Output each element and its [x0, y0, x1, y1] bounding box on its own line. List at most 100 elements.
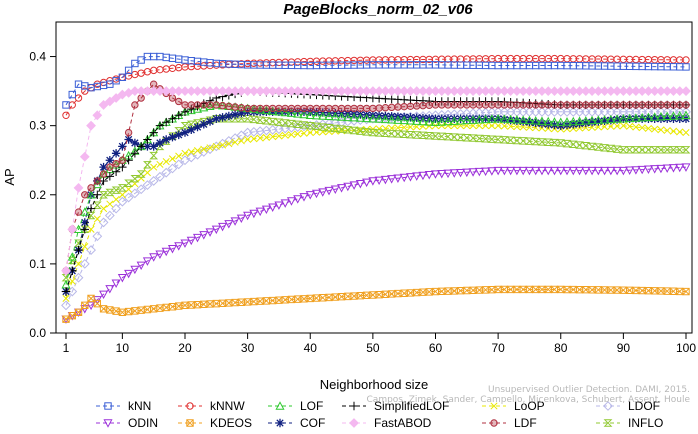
data-point — [86, 211, 96, 220]
data-point — [549, 117, 560, 126]
data-point — [394, 124, 402, 132]
data-point — [318, 111, 328, 120]
data-point — [117, 196, 128, 207]
data-point — [600, 101, 609, 109]
data-point — [500, 101, 509, 109]
data-point — [481, 114, 491, 124]
data-point — [444, 101, 452, 109]
data-point — [631, 146, 641, 154]
data-point — [418, 116, 428, 126]
data-point — [644, 146, 653, 154]
data-point — [568, 166, 578, 176]
data-point — [330, 185, 340, 195]
x-axis-label: Neighborhood size — [320, 377, 428, 392]
data-point — [481, 114, 490, 123]
data-point — [368, 177, 378, 186]
legend-item-simplifiedlof: SimplifiedLOF — [342, 399, 449, 413]
watermark-line-1: Unsupervised Outlier Detection. DAMI, 20… — [488, 385, 690, 395]
data-point — [449, 133, 459, 141]
legend-marker — [104, 402, 112, 410]
data-point — [111, 167, 121, 176]
data-point — [513, 101, 521, 109]
data-point — [431, 101, 440, 109]
data-point — [625, 166, 635, 176]
data-point — [155, 121, 165, 130]
x-tick-label: 40 — [304, 341, 318, 355]
data-point — [99, 170, 108, 178]
data-point — [669, 146, 678, 154]
data-point — [456, 168, 466, 178]
legend-marker — [275, 401, 285, 410]
data-point — [662, 111, 672, 121]
data-point — [124, 307, 133, 316]
data-point — [224, 220, 234, 229]
data-point — [236, 115, 246, 123]
series-line-loop — [65, 125, 687, 299]
data-point — [105, 285, 115, 294]
data-point — [556, 117, 566, 126]
legend-item-inflo: INFLO — [596, 416, 663, 430]
data-point — [362, 104, 371, 113]
data-point — [606, 144, 616, 153]
data-point — [162, 135, 171, 144]
data-point — [362, 113, 372, 123]
data-point — [130, 265, 140, 275]
x-tick-label: 20 — [178, 341, 192, 355]
data-point — [538, 101, 546, 109]
data-point — [675, 110, 685, 120]
data-point — [162, 303, 170, 312]
data-point — [174, 130, 183, 140]
data-point — [682, 63, 690, 71]
data-point — [656, 111, 666, 121]
data-point — [507, 122, 515, 130]
data-point — [430, 170, 441, 179]
data-point — [443, 169, 453, 179]
data-point — [330, 124, 340, 133]
data-point — [231, 103, 239, 111]
data-point — [499, 114, 509, 123]
data-point — [249, 115, 259, 124]
data-point — [393, 174, 403, 183]
data-point — [568, 140, 578, 149]
data-point — [74, 245, 83, 255]
data-point — [682, 129, 690, 137]
legend-label: LoOP — [514, 399, 545, 413]
data-point — [557, 101, 565, 109]
data-point — [73, 272, 84, 283]
data-point — [487, 135, 497, 143]
data-point — [400, 123, 408, 131]
legend-marker — [603, 401, 613, 411]
data-point — [682, 101, 690, 109]
data-point — [92, 201, 102, 209]
data-point — [268, 104, 277, 113]
data-point — [493, 113, 503, 123]
data-point — [249, 209, 259, 219]
data-point — [500, 122, 508, 130]
data-point — [124, 135, 133, 144]
y-tick-label: 0.3 — [29, 119, 46, 133]
data-point — [488, 101, 496, 109]
data-point — [531, 101, 540, 109]
data-point — [123, 192, 134, 203]
data-point — [537, 166, 547, 176]
x-tick-label: 100 — [676, 341, 696, 355]
data-point — [130, 149, 140, 158]
series-inflo — [61, 115, 691, 282]
data-point — [468, 115, 478, 124]
data-point — [668, 164, 679, 173]
data-point — [644, 124, 652, 132]
data-point — [474, 134, 484, 143]
data-point — [124, 66, 133, 75]
data-point — [456, 114, 465, 123]
data-point — [105, 188, 115, 197]
data-point — [175, 302, 183, 310]
data-point — [399, 173, 409, 183]
data-point — [344, 104, 352, 113]
data-point — [594, 123, 602, 131]
data-point — [581, 118, 590, 128]
data-point — [600, 166, 610, 176]
data-point — [469, 101, 477, 109]
data-point — [625, 101, 634, 109]
data-point — [574, 166, 585, 176]
